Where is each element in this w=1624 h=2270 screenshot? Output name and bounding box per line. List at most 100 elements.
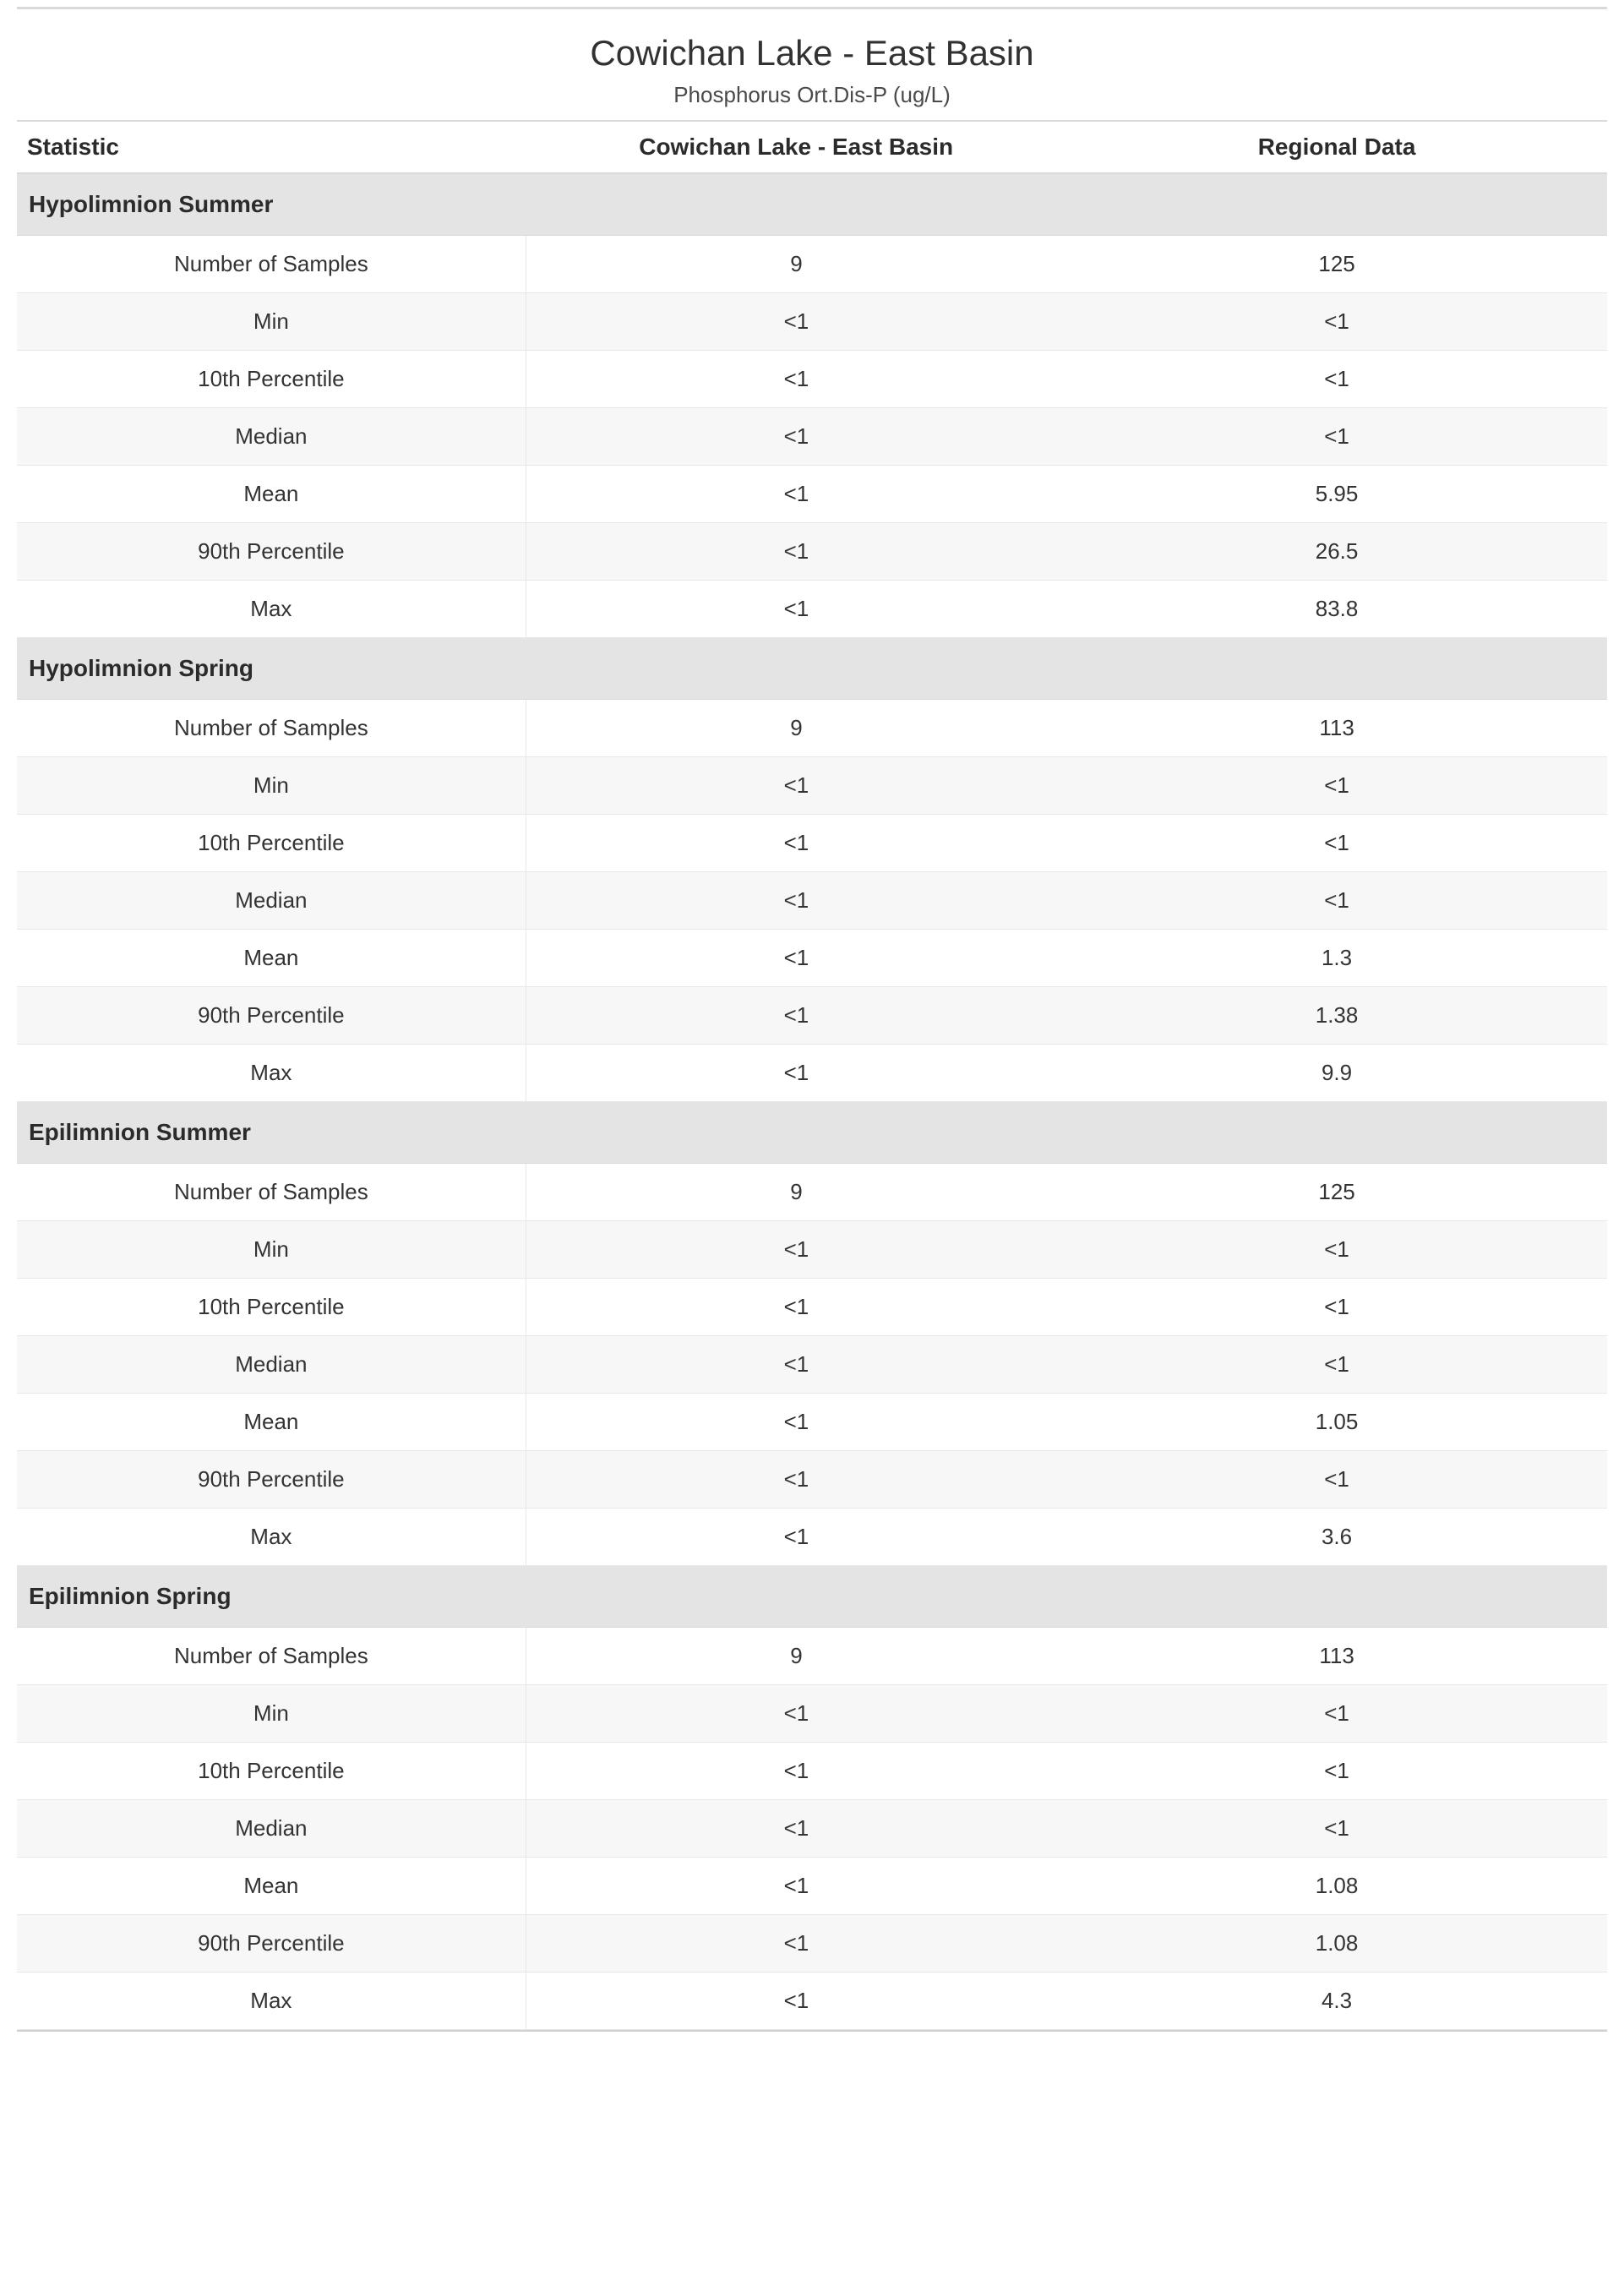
stats-table: Statistic Cowichan Lake - East Basin Reg… — [17, 120, 1607, 2030]
table-row: 90th Percentile<1<1 — [17, 1451, 1607, 1509]
report-subtitle: Phosphorus Ort.Dis-P (ug/L) — [17, 82, 1607, 108]
regional-value-cell: <1 — [1066, 1221, 1607, 1279]
regional-value-cell: <1 — [1066, 757, 1607, 815]
table-row: Median<1<1 — [17, 1800, 1607, 1858]
site-value-cell: <1 — [526, 1045, 1066, 1102]
site-value-cell: <1 — [526, 1858, 1066, 1915]
section-header-row: Hypolimnion Spring — [17, 638, 1607, 700]
table-row: Max<19.9 — [17, 1045, 1607, 1102]
table-row: 90th Percentile<11.38 — [17, 987, 1607, 1045]
stat-name-cell: Max — [17, 1973, 526, 2030]
stat-name-cell: Mean — [17, 1394, 526, 1451]
site-value-cell: <1 — [526, 581, 1066, 638]
stat-name-cell: 10th Percentile — [17, 815, 526, 872]
section-header-cell: Hypolimnion Spring — [17, 638, 1607, 700]
regional-value-cell: 125 — [1066, 1164, 1607, 1221]
site-value-cell: <1 — [526, 1973, 1066, 2030]
regional-value-cell: 4.3 — [1066, 1973, 1607, 2030]
stat-name-cell: Mean — [17, 930, 526, 987]
regional-value-cell: <1 — [1066, 1685, 1607, 1743]
table-row: Max<14.3 — [17, 1973, 1607, 2030]
stat-name-cell: Min — [17, 1685, 526, 1743]
table-row: Median<1<1 — [17, 872, 1607, 930]
stat-name-cell: Number of Samples — [17, 1164, 526, 1221]
site-value-cell: <1 — [526, 1743, 1066, 1800]
section-header-row: Hypolimnion Summer — [17, 173, 1607, 236]
site-value-cell: <1 — [526, 815, 1066, 872]
stat-name-cell: Min — [17, 293, 526, 351]
col-header-regional: Regional Data — [1066, 121, 1607, 173]
stat-name-cell: Median — [17, 1336, 526, 1394]
col-header-statistic: Statistic — [17, 121, 526, 173]
stat-name-cell: Mean — [17, 1858, 526, 1915]
stat-name-cell: 10th Percentile — [17, 1743, 526, 1800]
stat-name-cell: Median — [17, 872, 526, 930]
regional-value-cell: 1.3 — [1066, 930, 1607, 987]
site-value-cell: <1 — [526, 1336, 1066, 1394]
site-value-cell: 9 — [526, 700, 1066, 757]
table-row: Mean<15.95 — [17, 466, 1607, 523]
bottom-divider — [17, 2030, 1607, 2032]
report-header: Cowichan Lake - East Basin Phosphorus Or… — [17, 9, 1607, 120]
site-value-cell: 9 — [526, 236, 1066, 293]
table-row: Number of Samples9113 — [17, 700, 1607, 757]
table-row: Number of Samples9125 — [17, 236, 1607, 293]
stat-name-cell: Mean — [17, 466, 526, 523]
regional-value-cell: 1.08 — [1066, 1858, 1607, 1915]
table-row: Mean<11.08 — [17, 1858, 1607, 1915]
stat-name-cell: Number of Samples — [17, 236, 526, 293]
table-row: Min<1<1 — [17, 293, 1607, 351]
section-header-cell: Epilimnion Spring — [17, 1566, 1607, 1628]
report-title: Cowichan Lake - East Basin — [17, 33, 1607, 74]
stat-name-cell: 90th Percentile — [17, 987, 526, 1045]
table-row: 10th Percentile<1<1 — [17, 1743, 1607, 1800]
section-header-cell: Epilimnion Summer — [17, 1102, 1607, 1164]
site-value-cell: <1 — [526, 1394, 1066, 1451]
table-row: 10th Percentile<1<1 — [17, 1279, 1607, 1336]
site-value-cell: <1 — [526, 872, 1066, 930]
stat-name-cell: Max — [17, 1509, 526, 1566]
regional-value-cell: <1 — [1066, 293, 1607, 351]
regional-value-cell: 3.6 — [1066, 1509, 1607, 1566]
table-row: 90th Percentile<11.08 — [17, 1915, 1607, 1973]
stat-name-cell: 90th Percentile — [17, 1451, 526, 1509]
table-row: Min<1<1 — [17, 1221, 1607, 1279]
site-value-cell: <1 — [526, 1915, 1066, 1973]
regional-value-cell: 113 — [1066, 1628, 1607, 1685]
table-row: Number of Samples9113 — [17, 1628, 1607, 1685]
regional-value-cell: 83.8 — [1066, 581, 1607, 638]
table-row: Median<1<1 — [17, 1336, 1607, 1394]
table-row: 90th Percentile<126.5 — [17, 523, 1607, 581]
table-header-row: Statistic Cowichan Lake - East Basin Reg… — [17, 121, 1607, 173]
stat-name-cell: Median — [17, 408, 526, 466]
site-value-cell: <1 — [526, 1279, 1066, 1336]
table-row: Max<13.6 — [17, 1509, 1607, 1566]
table-row: Max<183.8 — [17, 581, 1607, 638]
regional-value-cell: 125 — [1066, 236, 1607, 293]
regional-value-cell: 1.05 — [1066, 1394, 1607, 1451]
stat-name-cell: Number of Samples — [17, 700, 526, 757]
regional-value-cell: <1 — [1066, 815, 1607, 872]
section-header-cell: Hypolimnion Summer — [17, 173, 1607, 236]
site-value-cell: <1 — [526, 408, 1066, 466]
table-row: 10th Percentile<1<1 — [17, 815, 1607, 872]
regional-value-cell: 26.5 — [1066, 523, 1607, 581]
site-value-cell: <1 — [526, 1451, 1066, 1509]
stat-name-cell: 10th Percentile — [17, 1279, 526, 1336]
stat-name-cell: 90th Percentile — [17, 523, 526, 581]
table-row: Mean<11.3 — [17, 930, 1607, 987]
table-row: Min<1<1 — [17, 757, 1607, 815]
regional-value-cell: <1 — [1066, 1451, 1607, 1509]
regional-value-cell: <1 — [1066, 872, 1607, 930]
table-row: Median<1<1 — [17, 408, 1607, 466]
table-row: Min<1<1 — [17, 1685, 1607, 1743]
regional-value-cell: 113 — [1066, 700, 1607, 757]
site-value-cell: <1 — [526, 1221, 1066, 1279]
regional-value-cell: <1 — [1066, 1279, 1607, 1336]
regional-value-cell: 1.38 — [1066, 987, 1607, 1045]
stat-name-cell: Max — [17, 1045, 526, 1102]
section-header-row: Epilimnion Summer — [17, 1102, 1607, 1164]
col-header-site: Cowichan Lake - East Basin — [526, 121, 1066, 173]
stat-name-cell: Number of Samples — [17, 1628, 526, 1685]
section-header-row: Epilimnion Spring — [17, 1566, 1607, 1628]
